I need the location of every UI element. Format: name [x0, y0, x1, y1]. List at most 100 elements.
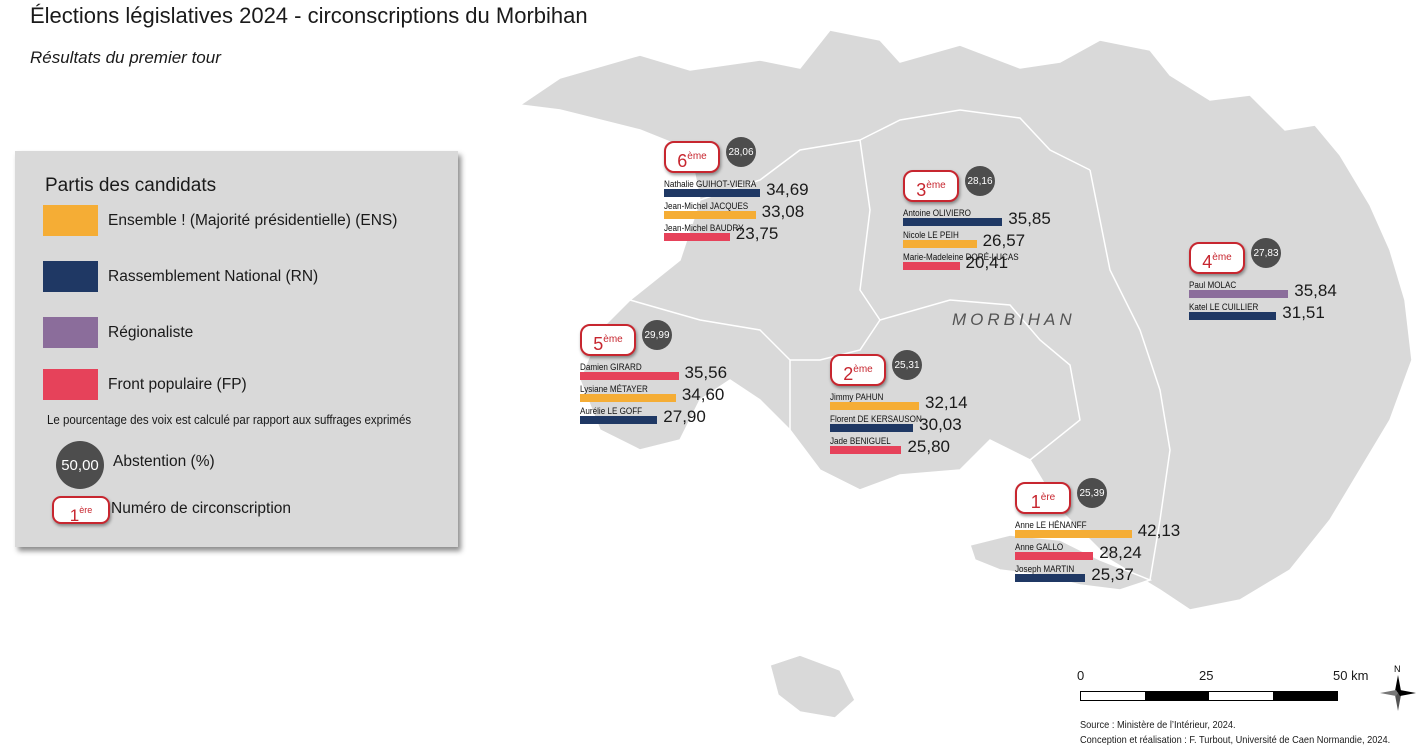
region-label: MORBIHAN	[952, 310, 1076, 329]
candidate-name: Aurélie LE GOFF	[580, 406, 643, 416]
vote-share-value: 25,37	[1091, 565, 1134, 584]
vote-share-bar	[1015, 574, 1086, 582]
legend-label-regionaliste: Régionaliste	[108, 324, 194, 341]
circonscription-symbol-sup: ère	[79, 505, 93, 515]
scale-label-25: 25	[1199, 668, 1214, 683]
vote-share-bar	[1189, 290, 1289, 298]
vote-share-bar	[580, 372, 679, 380]
vote-share-value: 23,75	[735, 224, 779, 243]
scale-track	[1080, 691, 1338, 701]
legend-label-rn: Rassemblement National (RN)	[108, 268, 319, 285]
legend-panel: Partis des candidats Ensemble ! (Majorit…	[15, 151, 458, 547]
circonscription-symbol: 1ère	[52, 496, 110, 525]
abstention-circle: 29,99	[642, 320, 672, 350]
vote-share-bar	[903, 218, 1003, 226]
vote-share-value: 28,24	[1099, 543, 1142, 562]
circonscription-symbol-num: 1	[69, 506, 80, 525]
vote-share-bar	[903, 240, 977, 248]
circonscription-badge: 3ème	[903, 170, 959, 202]
fp-swatch	[43, 369, 98, 400]
vote-share-value: 35,85	[1008, 209, 1051, 228]
scale-label-0: 0	[1077, 668, 1085, 683]
candidate-name: Jimmy PAHUN	[830, 392, 884, 402]
vote-share-value: 20,41	[965, 253, 1009, 272]
abstention-circle: 27,83	[1251, 238, 1281, 268]
legend-item-regionaliste: Régionaliste	[43, 317, 453, 349]
vote-share-bar	[903, 262, 960, 270]
map-title: Élections législatives 2024 - circonscri…	[30, 3, 588, 28]
regionaliste-swatch	[43, 317, 98, 348]
abstention-circle: 25,31	[892, 350, 922, 380]
vote-share-value: 34,60	[681, 385, 725, 404]
vote-share-value: 42,13	[1137, 521, 1181, 540]
abstention-circle: 28,16	[965, 166, 995, 196]
candidate-name: Katel LE CUILLIER	[1189, 302, 1259, 312]
credits-line: Conception et réalisation : F. Turbout, …	[1080, 734, 1391, 746]
vote-share-bar	[1189, 312, 1277, 320]
circonscription-badge: 2ème	[830, 354, 886, 386]
candidate-name: Paul MOLAC	[1189, 280, 1237, 290]
abstention-label: Abstention (%)	[113, 453, 215, 470]
vote-share-value: 27,90	[663, 407, 706, 426]
circonscription-badge: 1ère	[1015, 482, 1071, 514]
circonscription-badge: 5ème	[580, 324, 636, 356]
scale-label-50: 50 km	[1333, 668, 1369, 683]
vote-share-bar	[580, 416, 658, 424]
vote-share-bar	[1015, 530, 1132, 538]
vote-share-value: 31,51	[1282, 303, 1325, 322]
vote-share-value: 35,56	[684, 363, 728, 382]
north-label: N	[1394, 664, 1401, 674]
district-borders	[629, 109, 1171, 581]
candidate-name: Nicole LE PEIH	[903, 230, 959, 240]
vote-share-value: 33,08	[761, 202, 805, 221]
abstention-symbol: 50,00	[56, 441, 104, 489]
candidate-name: Jade BENIGUEL	[830, 436, 891, 446]
candidate-name: Damien GIRARD	[580, 362, 642, 372]
candidate-name: Jean-Michel JACQUES	[664, 201, 749, 211]
candidate-name: Nathalie GUIHOT-VIEIRA	[664, 179, 757, 189]
ens-swatch	[43, 205, 98, 236]
rn-swatch	[43, 261, 98, 292]
candidate-name: Marie-Madeleine DORÉ-LUCAS	[903, 252, 1019, 262]
legend-label-fp: Front populaire (FP)	[108, 376, 247, 393]
candidate-name: Jean-Michel BAUDRY	[664, 223, 744, 233]
source-credits: Source : Ministère de l’Intérieur, 2024.…	[1080, 718, 1390, 748]
legend-title: Partis des candidats	[45, 175, 217, 196]
legend-item-ens: Ensemble ! (Majorité présidentielle) (EN…	[43, 205, 453, 237]
source-line: Source : Ministère de l’Intérieur, 2024.	[1080, 719, 1236, 731]
vote-share-value: 30,03	[919, 415, 962, 434]
vote-share-value: 32,14	[925, 393, 968, 412]
vote-share-bar	[580, 394, 676, 402]
vote-share-value: 34,69	[766, 180, 809, 199]
scale-bar: 0 25 50 km	[1077, 668, 1417, 708]
candidate-name: Joseph MARTIN	[1015, 564, 1075, 574]
legend-item-fp: Front populaire (FP)	[43, 369, 453, 401]
candidate-name: Antoine OLIVIERO	[903, 208, 971, 218]
legend-label-ens: Ensemble ! (Majorité présidentielle) (EN…	[108, 212, 398, 229]
map-subtitle: Résultats du premier tour	[30, 48, 221, 67]
vote-share-bar	[1015, 552, 1094, 560]
circonscription-label: Numéro de circonscription	[111, 500, 292, 517]
legend-note: Le pourcentage des voix est calculé par …	[47, 413, 412, 427]
map-land-island	[769, 654, 856, 719]
candidate-name: Florent DE KERSAUSON	[830, 414, 922, 424]
vote-share-bar	[830, 402, 920, 410]
circonscription-badge: 6ème	[664, 141, 720, 173]
candidate-name: Anne GALLO	[1015, 542, 1064, 552]
abstention-circle: 25,39	[1077, 478, 1107, 508]
vote-share-bar	[664, 211, 756, 219]
candidate-name: Anne LE HÉNANFF	[1015, 520, 1087, 530]
vote-share-bar	[830, 424, 914, 432]
north-arrow-icon: N	[1380, 664, 1416, 711]
abstention-circle: 28,06	[726, 137, 756, 167]
vote-share-value: 35,84	[1294, 281, 1337, 300]
legend-item-rn: Rassemblement National (RN)	[43, 261, 453, 293]
vote-share-bar	[664, 189, 761, 197]
vote-share-value: 25,80	[907, 437, 950, 456]
map-land-peninsula	[969, 534, 1153, 591]
vote-share-bar	[664, 233, 730, 241]
vote-share-bar	[830, 446, 902, 454]
candidate-name: Lysiane MÉTAYER	[580, 384, 648, 394]
vote-share-value: 26,57	[982, 231, 1026, 250]
